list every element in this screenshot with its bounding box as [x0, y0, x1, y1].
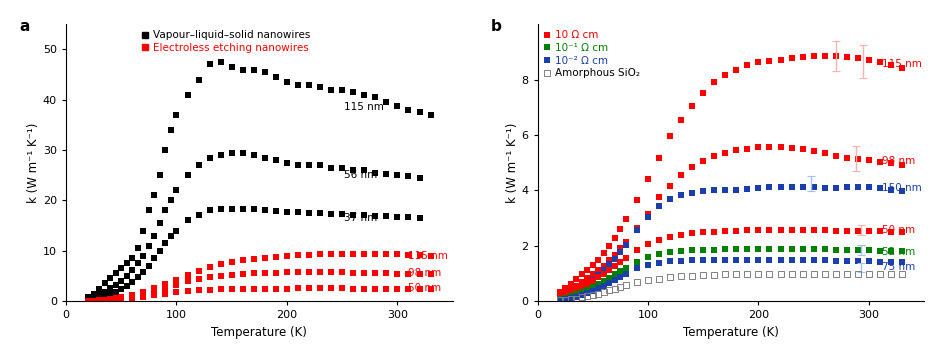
Text: a: a — [20, 19, 30, 34]
Text: 50 nm: 50 nm — [882, 226, 916, 235]
Text: 37 nm: 37 nm — [344, 213, 377, 223]
Text: 75 nm: 75 nm — [882, 262, 916, 272]
Text: 50 nm: 50 nm — [408, 283, 441, 293]
Text: 98 nm: 98 nm — [408, 268, 441, 278]
Text: 115 nm: 115 nm — [344, 102, 384, 112]
Text: 150 nm: 150 nm — [882, 183, 922, 192]
Y-axis label: k (W m⁻¹ K⁻¹): k (W m⁻¹ K⁻¹) — [27, 122, 41, 203]
Legend: 10 Ω cm, 10⁻¹ Ω cm, 10⁻² Ω cm, Amorphous SiO₂: 10 Ω cm, 10⁻¹ Ω cm, 10⁻² Ω cm, Amorphous… — [543, 29, 641, 79]
Legend: Vapour–liquid–solid nanowires, Electroless etching nanowires: Vapour–liquid–solid nanowires, Electrole… — [141, 29, 312, 54]
Text: 52 nm: 52 nm — [882, 247, 916, 257]
X-axis label: Temperature (K): Temperature (K) — [211, 326, 307, 339]
Y-axis label: k (W m⁻¹ K⁻¹): k (W m⁻¹ K⁻¹) — [505, 122, 519, 203]
X-axis label: Temperature (K): Temperature (K) — [683, 326, 779, 339]
Text: 56 nm: 56 nm — [344, 170, 377, 180]
Text: 115 nm: 115 nm — [882, 60, 922, 69]
Text: 98 nm: 98 nm — [882, 156, 916, 166]
Text: 115 nm: 115 nm — [408, 251, 448, 261]
Text: b: b — [491, 19, 502, 34]
